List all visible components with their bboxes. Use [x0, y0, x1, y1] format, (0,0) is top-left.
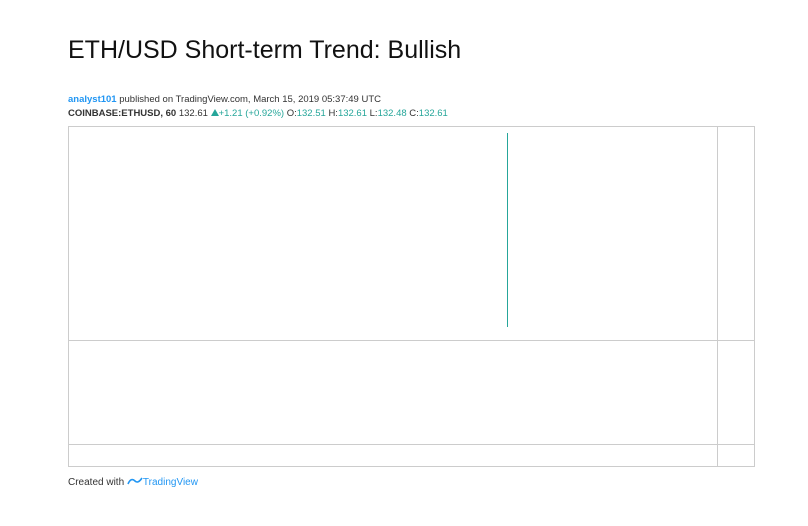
ohlc-label: O: — [286, 108, 297, 119]
ohlc-value: 132.48 — [377, 108, 407, 119]
ohlc-value: 132.51 — [296, 108, 326, 119]
ohlc-label: C: — [409, 108, 419, 119]
frame — [68, 126, 755, 467]
ohlc-value: 132.61 — [337, 108, 367, 119]
brand[interactable]: TradingView — [142, 477, 198, 488]
last: 132.61 — [178, 108, 208, 119]
byline: analyst101 published on TradingView.com,… — [68, 94, 381, 105]
published: published on TradingView.com, March 15, … — [119, 94, 381, 105]
footer: Created with TradingView — [68, 476, 198, 488]
user[interactable]: analyst101 — [68, 94, 117, 105]
ohlc-value: 132.61 — [418, 108, 448, 119]
created: Created with — [68, 477, 125, 488]
title: ETH/USD Short-term Trend: Bullish — [68, 36, 462, 64]
ohlc-label: L: — [369, 108, 378, 119]
up-icon — [210, 109, 219, 116]
quote: COINBASE:ETHUSD, 60 132.61 +1.21 (+0.92%… — [68, 108, 448, 119]
ohlc-label: H: — [328, 108, 338, 119]
symbol: COINBASE:ETHUSD, 60 — [68, 108, 177, 119]
tv-logo — [127, 477, 143, 485]
change: +1.21 (+0.92%) — [218, 108, 285, 119]
ohlc: O:132.51 H:132.61 L:132.48 C:132.61 — [287, 108, 448, 119]
